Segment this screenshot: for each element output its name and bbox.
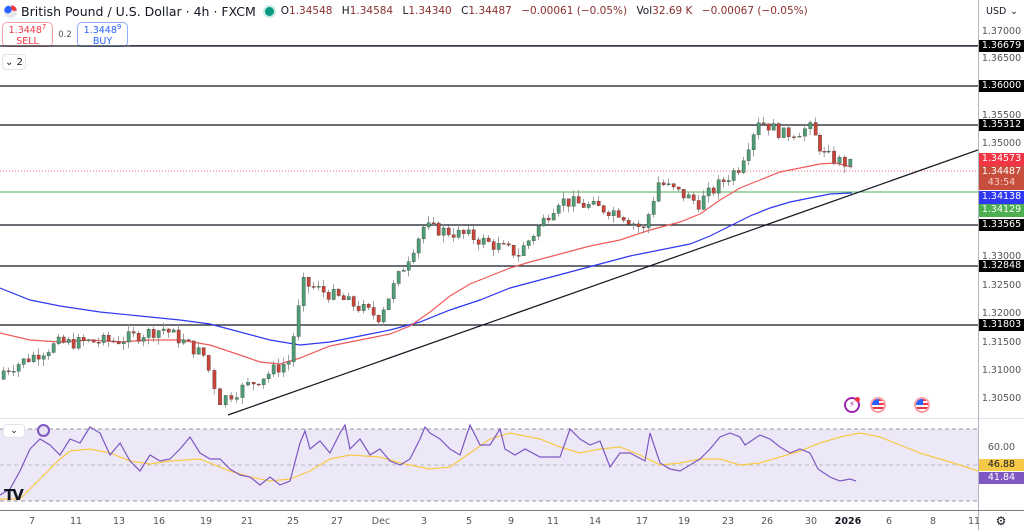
price-tick: 1.32000 (981, 308, 1022, 319)
time-tick: 5 (465, 516, 473, 527)
time-tick: 13 (112, 516, 126, 527)
buy-button[interactable]: 1.34489 BUY (77, 22, 128, 47)
ma-red-line (0, 162, 853, 365)
ma-red-tag: 1.34573 (979, 153, 1024, 166)
candlesticks (1, 116, 853, 408)
collapse-rsi-button[interactable]: ⌄ (3, 424, 25, 438)
price-chart[interactable] (0, 0, 978, 418)
tradingview-logo-icon[interactable]: TV (4, 486, 24, 504)
time-tick: 7 (28, 516, 36, 527)
price-tick: 1.33000 (981, 251, 1022, 262)
ma-blue-tag: 1.34138 (979, 191, 1024, 204)
time-tick: 3 (420, 516, 428, 527)
time-tick: 19 (199, 516, 213, 527)
support-resistance-lines (0, 45, 978, 326)
time-tick: 2026 (834, 516, 862, 527)
spread-value: 0.2 (58, 29, 72, 40)
sell-button[interactable]: 1.34487 SELL (2, 22, 53, 47)
price-tick: 1.36500 (981, 53, 1022, 64)
price-tick: 1.37000 (981, 26, 1022, 37)
currency-flag-icon (4, 4, 17, 18)
rsi-ma-tag: 46.88 (979, 459, 1024, 471)
currency-selector[interactable]: USD ⌄ (986, 5, 1018, 17)
ma-blue-line (0, 192, 853, 346)
time-tick: 6 (885, 516, 893, 527)
close-value: 1.34487 (468, 5, 512, 17)
rsi-line (0, 423, 857, 496)
time-tick: 9 (507, 516, 515, 527)
time-tick: 25 (286, 516, 300, 527)
time-tick: 19 (677, 516, 691, 527)
symbol-title[interactable]: British Pound / U.S. Dollar · 4h · FXCM (21, 3, 256, 19)
ohlc-values: O1.34548 H1.34584 L1.34340 C1.34487 −0.0… (280, 5, 808, 17)
economic-event-flash-icon[interactable]: ⚡ (844, 397, 860, 413)
time-tick: 27 (330, 516, 344, 527)
time-tick: 11 (967, 516, 981, 527)
time-tick: 8 (929, 516, 937, 527)
time-tick: 23 (721, 516, 735, 527)
time-tick: 30 (804, 516, 818, 527)
high-value: 1.34584 (349, 5, 394, 17)
level-tag-r2: 1.36000 (979, 80, 1024, 92)
last-price-value: 1.34487 (981, 166, 1022, 177)
rsi-tag: 41.84 (979, 472, 1024, 484)
level-tag-r3: 1.35312 (979, 119, 1024, 131)
pane-divider (0, 418, 978, 419)
us-event-flag-icon[interactable] (914, 397, 930, 413)
rsi-chart[interactable] (0, 419, 978, 510)
change-value: −0.00061 (−0.05%) (521, 5, 628, 17)
time-tick: 26 (760, 516, 774, 527)
symbol-header: British Pound / U.S. Dollar · 4h · FXCM … (0, 0, 978, 22)
rsi-indicator-icon[interactable] (37, 424, 50, 437)
us-event-flag-icon[interactable] (870, 397, 886, 413)
trendline (227, 149, 978, 416)
price-tick: 1.35000 (981, 138, 1022, 149)
time-tick: Dec (371, 516, 391, 527)
level-tag-s2: 1.32848 (979, 260, 1024, 272)
collapse-indicators-button[interactable]: ⌄ 2 (2, 54, 26, 70)
price-tick: 1.32500 (981, 280, 1022, 291)
trade-panel: 1.34487 SELL 0.2 1.34489 BUY (2, 22, 128, 47)
time-tick: 11 (69, 516, 83, 527)
chevron-down-icon: ⌄ (1010, 5, 1018, 17)
open-value: 1.34548 (289, 5, 333, 17)
price-axis[interactable]: USD ⌄ 1.37000 1.36500 1.35500 1.35000 1.3… (978, 0, 1024, 530)
level-tag-s1: 1.33565 (979, 219, 1024, 231)
chart-settings-icon[interactable]: ⚙ (978, 510, 1024, 530)
bar-countdown: 43:54 (987, 177, 1016, 188)
rsi-level-tick: 60.00 (987, 442, 1016, 453)
market-status-icon (264, 6, 274, 16)
time-tick: 17 (635, 516, 649, 527)
time-axis[interactable]: 7 11 13 16 19 21 25 27 Dec 3 5 9 11 14 17 19 23 26 30 2026 6… (0, 510, 981, 530)
time-tick: 21 (240, 516, 254, 527)
volume-change-value: −0.00067 (−0.05%) (701, 5, 808, 17)
volume-value: 32.69 K (652, 5, 693, 17)
rsi-ma-line (0, 432, 978, 500)
level-tag-s3: 1.31803 (979, 319, 1024, 331)
time-tick: 11 (546, 516, 560, 527)
low-value: 1.34340 (408, 5, 452, 17)
time-tick: 14 (588, 516, 602, 527)
price-tick: 1.31000 (981, 365, 1022, 376)
price-tick: 1.30500 (981, 393, 1022, 404)
level-tag-r1: 1.36679 (979, 40, 1024, 52)
green-level-tag: 1.34129 (979, 204, 1024, 217)
price-tick: 1.35500 (981, 110, 1022, 121)
price-tick: 1.31500 (981, 337, 1022, 348)
time-tick: 16 (152, 516, 166, 527)
last-price-tag: 1.34487 43:54 (979, 166, 1024, 190)
